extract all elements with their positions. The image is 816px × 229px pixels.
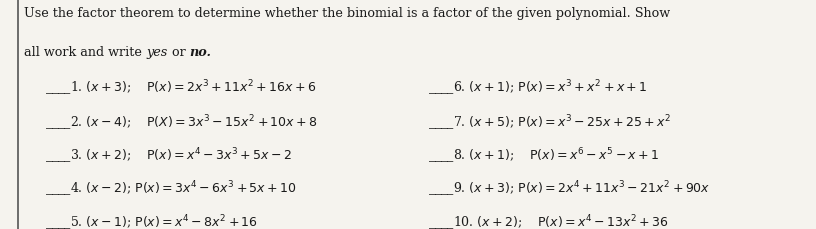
Text: ____3. $(x+2)$;    $\mathrm{P}(x)=x^4-3x^3+5x-2$: ____3. $(x+2)$; $\mathrm{P}(x)=x^4-3x^3+…	[45, 147, 292, 166]
Text: ____4. $(x-2)$; $\mathrm{P}(x)=3x^4-6x^3+5x+10$: ____4. $(x-2)$; $\mathrm{P}(x)=3x^4-6x^3…	[45, 180, 296, 199]
Text: ____6. $(x+1)$; $\mathrm{P}(x)=x^3+x^2+x+1$: ____6. $(x+1)$; $\mathrm{P}(x)=x^3+x^2+x…	[428, 79, 648, 98]
Text: Use the factor theorem to determine whether the binomial is a factor of the give: Use the factor theorem to determine whet…	[24, 7, 671, 20]
Text: ____9. $(x+3)$; $\mathrm{P}(x)=2x^4+11x^3-21x^2+90x$: ____9. $(x+3)$; $\mathrm{P}(x)=2x^4+11x^…	[428, 180, 711, 199]
Text: all work and write: all work and write	[24, 46, 146, 59]
Text: ____7. $(x+5)$; $\mathrm{P}(x)=x^3-25x+25+x^2$: ____7. $(x+5)$; $\mathrm{P}(x)=x^3-25x+2…	[428, 113, 672, 133]
Text: ____10. $(x+2)$;    $\mathrm{P}(x)=x^4-13x^2+36$: ____10. $(x+2)$; $\mathrm{P}(x)=x^4-13x^…	[428, 213, 669, 229]
Text: ____1. $(x+3)$;    $\mathrm{P}(x)=2x^3+11x^2+16x+6$: ____1. $(x+3)$; $\mathrm{P}(x)=2x^3+11x^…	[45, 79, 317, 98]
Text: no.: no.	[189, 46, 211, 59]
Text: ____2. $(x-4)$;    $\mathrm{P}(X)=3x^3-15x^2+10x+8$: ____2. $(x-4)$; $\mathrm{P}(X)=3x^3-15x^…	[45, 113, 317, 133]
Text: ____5. $(x-1)$; $\mathrm{P}(x)=x^4-8x^2+16$: ____5. $(x-1)$; $\mathrm{P}(x)=x^4-8x^2+…	[45, 213, 258, 229]
Text: ____8. $(x+1)$;    $\mathrm{P}(x)=x^6-x^5-x+1$: ____8. $(x+1)$; $\mathrm{P}(x)=x^6-x^5-x…	[428, 147, 660, 166]
Text: or: or	[167, 46, 189, 59]
Text: yes: yes	[146, 46, 167, 59]
